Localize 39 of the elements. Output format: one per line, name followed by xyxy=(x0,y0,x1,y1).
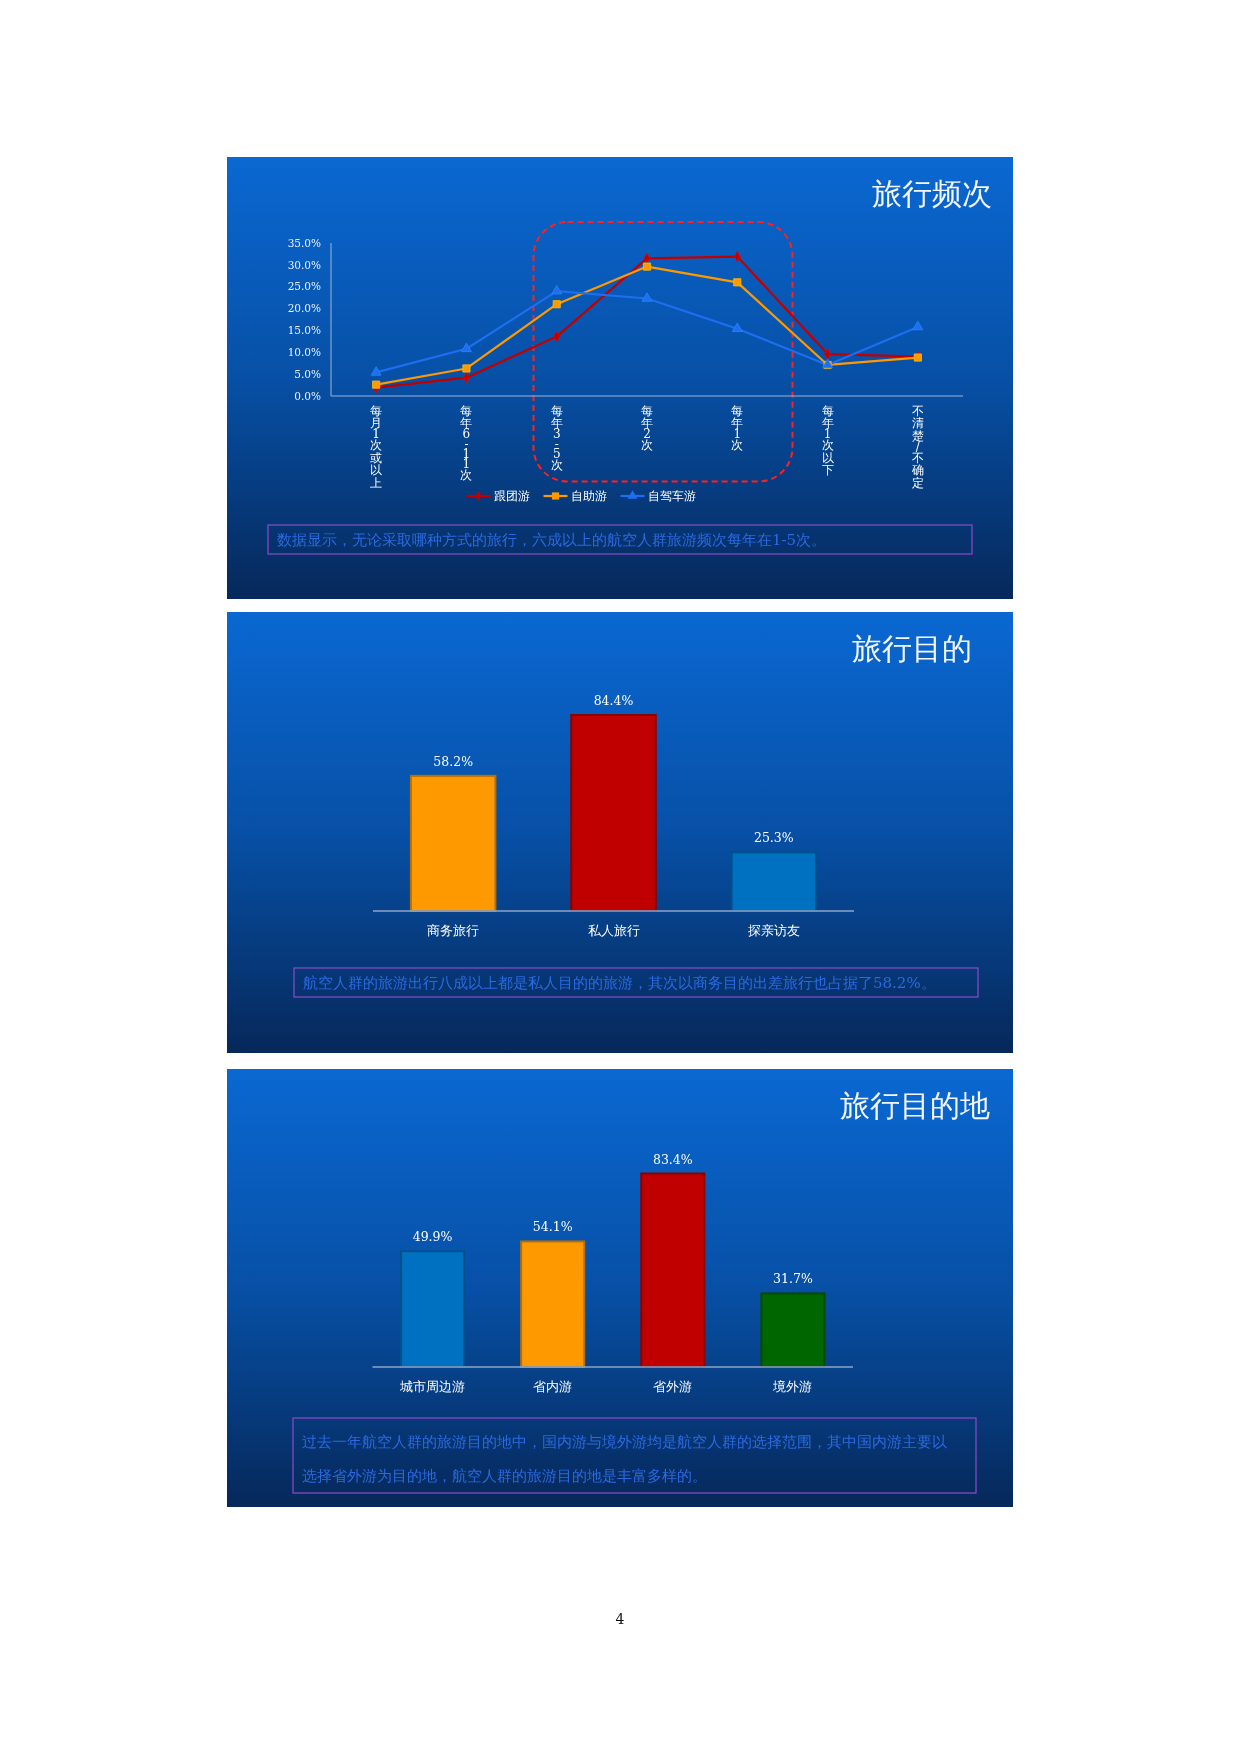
data-label: 58.2% xyxy=(433,753,474,769)
y-tick-label: 0.0% xyxy=(294,389,322,402)
y-tick-label: 35.0% xyxy=(287,236,322,249)
x-tick-label: 商务旅行 xyxy=(427,923,480,938)
x-tick-label: 不清楚/不确定 xyxy=(910,403,924,490)
y-tick-label: 15.0% xyxy=(287,324,322,337)
chart-title: 旅行频次 xyxy=(872,176,992,211)
x-tick-label: 境外游 xyxy=(772,1379,813,1394)
x-tick-label: 每年1次 xyxy=(731,403,744,453)
chart-title: 旅行目的 xyxy=(852,631,972,666)
data-label: 84.4% xyxy=(593,693,634,708)
text: 旅行目的地 xyxy=(840,1088,990,1123)
text: 4 xyxy=(615,1611,625,1627)
data-label: 25.3% xyxy=(753,830,794,846)
y-tick-label: 20.0% xyxy=(287,302,322,315)
legend-label: 自助游 xyxy=(570,489,607,504)
legend-label: 跟团游 xyxy=(493,489,530,504)
data-label: 54.1% xyxy=(532,1219,573,1235)
data-label: 49.9% xyxy=(412,1229,453,1245)
text: 航空人群的旅游出行八成以上都是私人目的的旅游，其次以商务目的出差旅行也占据了58.2%。 xyxy=(303,973,936,992)
x-tick-label: 城市周边游 xyxy=(399,1379,466,1394)
x-tick-label: 私人旅行 xyxy=(587,923,640,938)
y-tick-label: 25.0% xyxy=(287,280,322,293)
data-label: 83.4% xyxy=(652,1151,693,1167)
x-tick-label: 每月1次或以上 xyxy=(370,403,383,490)
x-tick-label: 省内游 xyxy=(533,1379,573,1394)
text: 过去一年航空人群的旅游目的地中，国内游与境外游均是航空人群的选择范围，其中国内游主要以选择省外游为目的地，航空人群的旅游目的地是丰富多样的。 xyxy=(302,1432,947,1485)
y-tick-label: 5.0% xyxy=(294,367,322,380)
y-tick-label: 10.0% xyxy=(287,345,322,358)
x-tick-label: 省外游 xyxy=(653,1379,693,1394)
data-label: 31.7% xyxy=(773,1271,813,1287)
text: 数据显示，无论采取哪种方式的旅行，六成以上的航空人群旅游频次每年在1-5次。 xyxy=(277,530,827,549)
x-tick-label: 每年3-5次 xyxy=(550,403,563,473)
x-tick-label: 每年6-11次 xyxy=(460,403,473,482)
x-tick-label: 探亲访友 xyxy=(747,923,800,938)
x-tick-label: 每年1次以下 xyxy=(821,403,834,478)
y-tick-label: 30.0% xyxy=(287,258,322,271)
legend-label: 自驾车游 xyxy=(647,489,696,504)
x-tick-label: 每年2次 xyxy=(641,403,653,453)
